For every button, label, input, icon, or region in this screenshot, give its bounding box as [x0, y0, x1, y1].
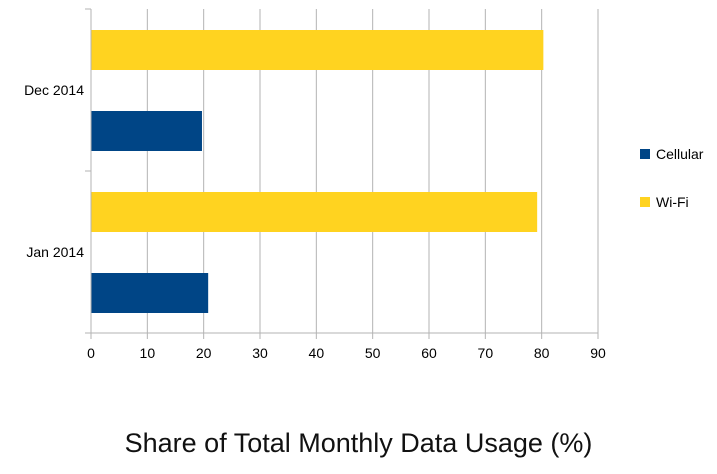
- legend-swatch-cellular: [640, 149, 650, 159]
- x-tick-label: 70: [478, 345, 494, 361]
- x-tick-label: 20: [196, 345, 212, 361]
- legend-label-cellular: Cellular: [656, 146, 704, 162]
- bar-wi-fi-1: [91, 192, 538, 232]
- chart-title: Share of Total Monthly Data Usage (%): [124, 428, 593, 458]
- bar-cellular-0: [91, 111, 202, 151]
- x-tick-label: 30: [252, 345, 268, 361]
- category-label: Jan 2014: [26, 244, 84, 260]
- x-tick-label: 0: [87, 345, 95, 361]
- x-tick-label: 80: [534, 345, 550, 361]
- bar-wi-fi-0: [91, 30, 544, 70]
- x-tick-labels: 0 10 20 30 40 50 60 70 80 90: [87, 345, 606, 361]
- bar-cellular-1: [91, 273, 209, 313]
- x-tick-label: 60: [421, 345, 437, 361]
- category-label: Dec 2014: [24, 82, 84, 98]
- legend-swatch-wi-fi: [640, 197, 650, 207]
- category-labels: Dec 2014 Jan 2014: [24, 82, 84, 260]
- x-tick-label: 10: [140, 345, 156, 361]
- bars: [91, 30, 544, 313]
- x-tick-label: 90: [590, 345, 606, 361]
- x-tick-label: 50: [365, 345, 381, 361]
- legend-label-wi-fi: Wi-Fi: [656, 194, 689, 210]
- x-tick-label: 40: [309, 345, 325, 361]
- axes: [85, 8, 599, 339]
- legend: Cellular Wi-Fi: [640, 146, 704, 210]
